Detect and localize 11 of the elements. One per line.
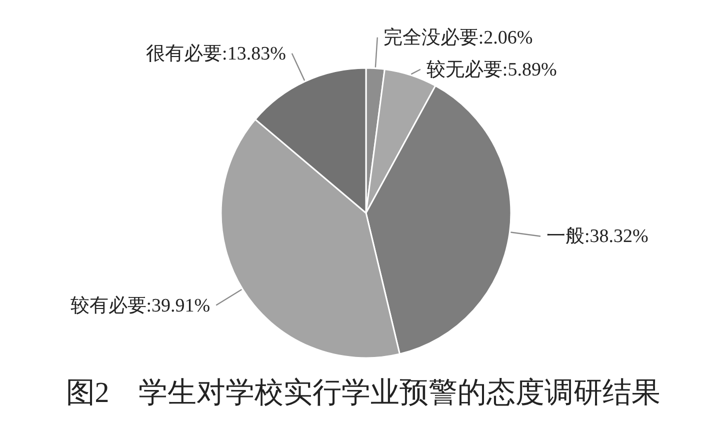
slice-label: 很有必要 <box>146 43 222 64</box>
slice-label: 较无必要 <box>426 59 502 80</box>
data-label: :13.83% <box>222 43 286 64</box>
slice-label: 较有必要 <box>70 295 146 316</box>
slice-label: 一般 <box>546 226 584 248</box>
data-label: :5.89% <box>502 59 557 80</box>
data-label: :38.32% <box>584 226 648 248</box>
text: 图2 学生对学校实行学业预警的态度调研结果 <box>66 377 660 409</box>
data-label: :39.91% <box>146 295 210 316</box>
data-label: :2.06% <box>478 27 533 48</box>
slice-label: 完全没必要 <box>383 26 478 48</box>
